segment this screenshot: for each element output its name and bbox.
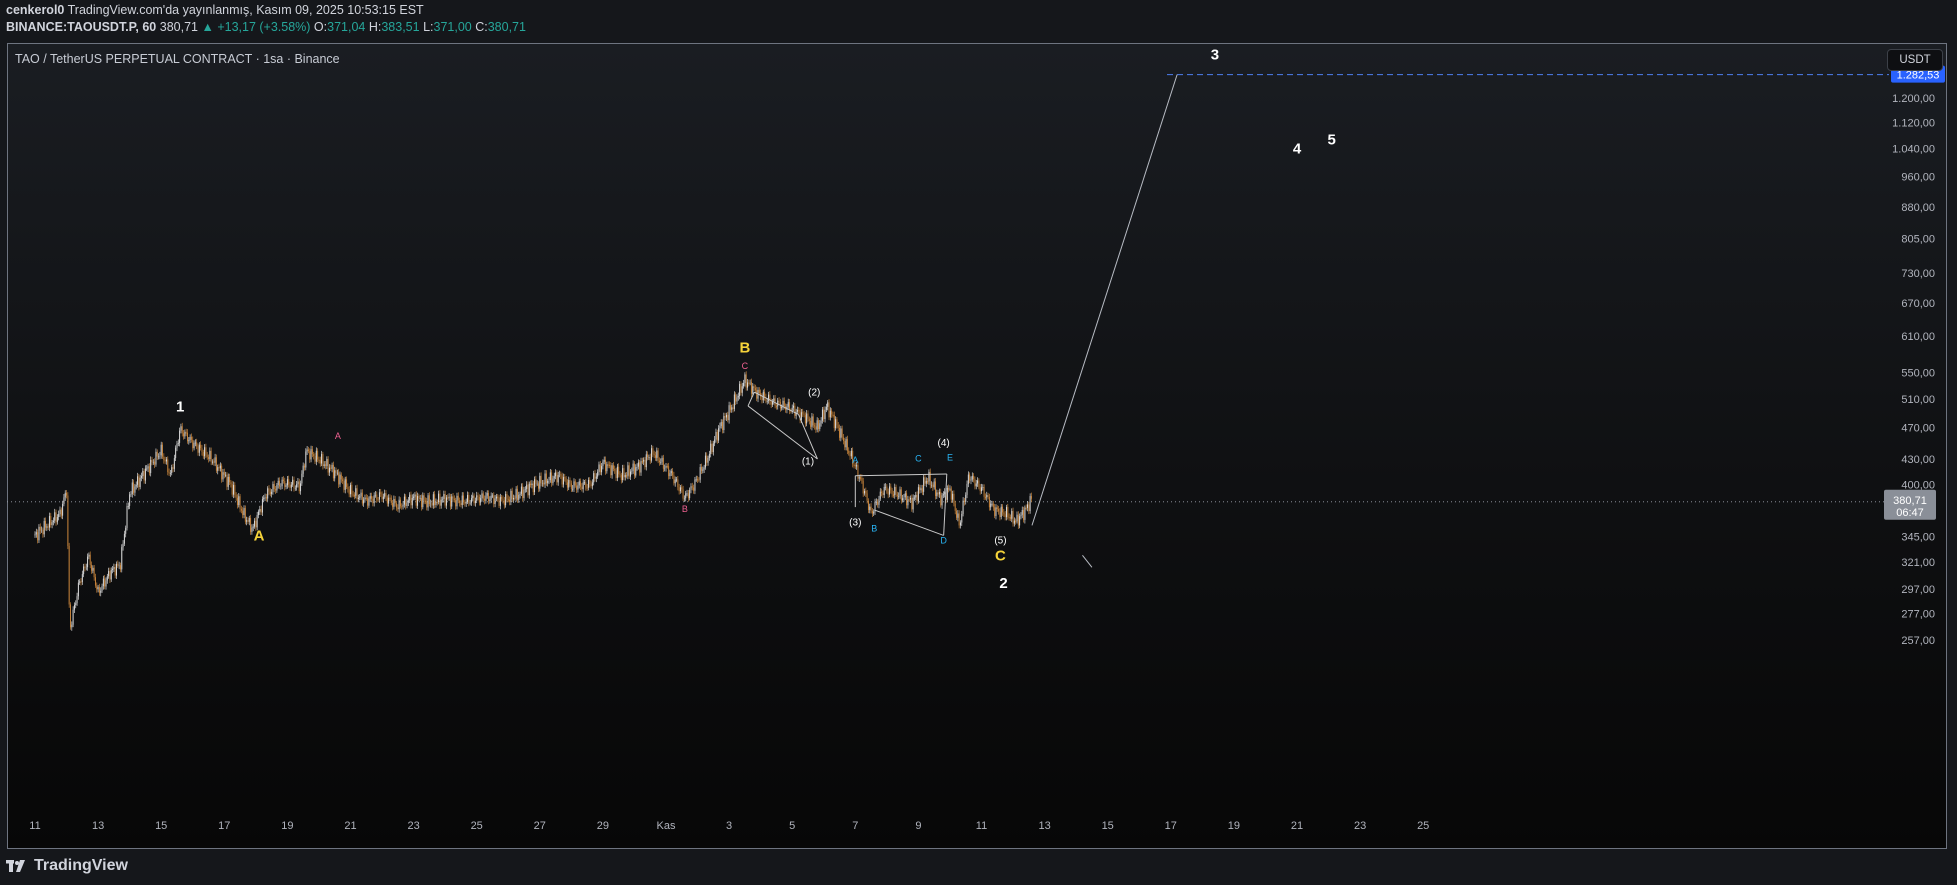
y-tick-label: 470,00 <box>1901 423 1935 435</box>
x-tick-label: 15 <box>1102 820 1114 832</box>
wave-label: B <box>739 340 750 357</box>
x-tick-label: 21 <box>1291 820 1303 832</box>
y-tick-label: 321,00 <box>1901 557 1935 569</box>
x-tick-label: 5 <box>789 820 795 832</box>
symbol-info: BINANCE:TAOUSDT.P, 60 380,71 ▲ +13,17 (+… <box>6 20 526 34</box>
wave-label: 5 <box>1328 131 1336 148</box>
open-value: 371,04 <box>327 20 366 34</box>
price-change: ▲ +13,17 (+3.58%) <box>201 20 311 34</box>
publish-info: cenkerol0 TradingView.com'da yayınlanmış… <box>6 3 424 17</box>
currency-button[interactable]: USDT <box>1887 49 1943 71</box>
y-tick-label: 670,00 <box>1901 298 1935 310</box>
tradingview-wordmark: TradingView <box>34 857 128 874</box>
x-tick-label: 23 <box>407 820 419 832</box>
target-price-badge-label: 1.282,53 <box>1897 70 1940 82</box>
y-tick-label: 610,00 <box>1901 331 1935 343</box>
wave-label: A <box>852 455 858 465</box>
y-tick-label: 277,00 <box>1901 609 1935 621</box>
current-price-badge-label: 380,71 <box>1893 495 1927 507</box>
x-tick-label: 25 <box>471 820 483 832</box>
x-tick-label: 13 <box>1038 820 1050 832</box>
last-price: 380,71 <box>159 20 198 34</box>
current-price-badge <box>1884 489 1936 520</box>
x-tick-label: 13 <box>92 820 104 832</box>
x-tick-label: Kas <box>657 820 676 832</box>
price-chart[interactable]: 1.200,00 1.120,00 1.040,00 960,00 880,00 805,… <box>7 43 1947 849</box>
y-tick-label: 550,00 <box>1901 367 1935 379</box>
y-tick-label: 400,00 <box>1901 479 1935 491</box>
wave-label: 4 <box>1293 140 1302 157</box>
high-label: H: <box>368 20 382 34</box>
wave-label: E <box>947 453 953 463</box>
x-tick-label: 15 <box>155 820 167 832</box>
y-tick-label: 805,00 <box>1901 233 1935 245</box>
channel-lower-line <box>747 405 818 460</box>
wave-label: A <box>335 431 341 441</box>
triangle-lower-line <box>874 509 944 536</box>
channel-upper-line <box>754 391 799 415</box>
wave-label: C <box>915 453 922 463</box>
y-tick-label: 1.040,00 <box>1892 143 1935 155</box>
wave-label: 3 <box>1211 47 1219 64</box>
wave-label: 1 <box>176 399 184 416</box>
close-value: 380,71 <box>487 20 526 34</box>
low-value: 371,00 <box>433 20 472 34</box>
x-tick-label: 7 <box>852 820 858 832</box>
countdown-label: 06:47 <box>1896 507 1924 519</box>
x-tick-label: 19 <box>281 820 293 832</box>
tradingview-logo-icon <box>6 860 25 872</box>
y-tick-label: 1.200,00 <box>1892 93 1935 105</box>
wave-label: C <box>742 361 749 371</box>
low-label: L: <box>423 20 434 34</box>
x-tick-label: 9 <box>915 820 921 832</box>
channel-left-edge <box>747 391 755 407</box>
x-tick-label: 11 <box>976 820 987 832</box>
y-tick-label: 1.120,00 <box>1892 117 1935 129</box>
small-trend-mark <box>1082 554 1093 568</box>
close-label: C: <box>475 20 488 34</box>
triangle-upper-line <box>855 473 947 477</box>
wave-label: (3) <box>849 517 861 528</box>
wave-label: (1) <box>802 457 814 468</box>
wave-label: B <box>871 523 877 533</box>
wave-label: D <box>940 536 947 546</box>
y-tick-label: 430,00 <box>1901 454 1935 466</box>
author-name: cenkerol0 <box>6 3 65 17</box>
wave-label: B <box>682 504 688 514</box>
x-tick-label: 29 <box>597 820 609 832</box>
wave-label: (4) <box>938 438 950 449</box>
y-tick-label: 510,00 <box>1901 394 1935 406</box>
chart-title: TAO / TetherUS PERPETUAL CONTRACT · 1sa … <box>15 52 340 66</box>
wave-label: C <box>995 548 1006 565</box>
x-tick-label: 21 <box>344 820 356 832</box>
wave-label: (2) <box>808 388 820 399</box>
wave-label: 2 <box>999 575 1007 592</box>
y-tick-label: 960,00 <box>1901 171 1935 183</box>
wave-label: A <box>254 528 265 545</box>
x-tick-label: 17 <box>218 820 230 832</box>
x-tick-label: 25 <box>1417 820 1429 832</box>
x-tick-label: 3 <box>726 820 732 832</box>
x-tick-label: 17 <box>1165 820 1177 832</box>
symbol-ticker: BINANCE:TAOUSDT.P, 60 <box>6 20 157 34</box>
channel-right-edge <box>798 414 818 460</box>
x-tick-label: 19 <box>1228 820 1240 832</box>
x-tick-label: 27 <box>534 820 546 832</box>
tradingview-logo[interactable]: TradingView <box>6 857 128 875</box>
y-tick-label: 880,00 <box>1901 202 1935 214</box>
x-tick-label: 23 <box>1354 820 1366 832</box>
high-value: 383,51 <box>381 20 420 34</box>
open-label: O: <box>313 20 328 34</box>
y-tick-label: 257,00 <box>1901 635 1935 647</box>
chart-panel[interactable] <box>7 43 1947 849</box>
triangle-right-edge <box>943 473 948 536</box>
wave-label: (5) <box>994 536 1006 547</box>
x-tick-label: 11 <box>29 820 40 832</box>
y-tick-label: 730,00 <box>1901 268 1935 280</box>
publish-date: TradingView.com'da yayınlanmış, Kasım 09… <box>67 3 424 17</box>
y-tick-label: 297,00 <box>1901 584 1935 596</box>
y-tick-label: 345,00 <box>1901 531 1935 543</box>
projection-line <box>1031 74 1178 526</box>
